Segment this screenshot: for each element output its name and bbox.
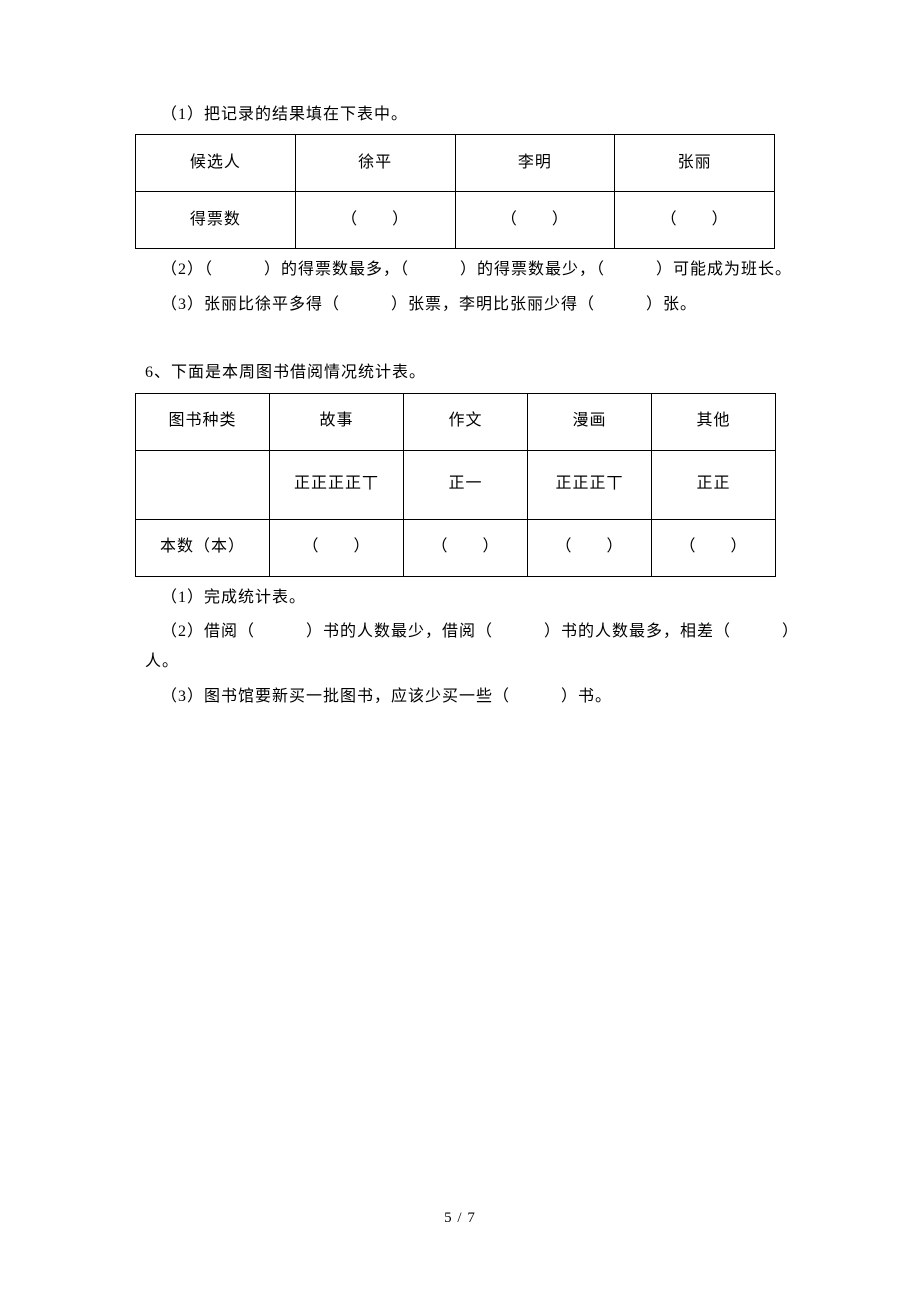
table-row: 正正正正丅 正一 正正正丅 正正 xyxy=(136,450,776,519)
q6-sub3: （3）图书馆要新买一批图书，应该少买一些（ ）书。 xyxy=(145,682,800,712)
q6-th-2: 作文 xyxy=(404,393,528,450)
q6-row-label: 本数（本） xyxy=(136,519,270,576)
page-number: 5 / 7 xyxy=(0,1204,920,1233)
q6-cell-1: （ ） xyxy=(404,519,528,576)
q6-title: 6、下面是本周图书借阅情况统计表。 xyxy=(145,358,800,388)
table-row: 候选人 徐平 李明 张丽 xyxy=(136,135,775,192)
q6-th-0: 图书种类 xyxy=(136,393,270,450)
q6-tally-2: 正正正丅 xyxy=(528,450,652,519)
table-row: 本数（本） （ ） （ ） （ ） （ ） xyxy=(136,519,776,576)
q5-table: 候选人 徐平 李明 张丽 得票数 （ ） （ ） （ ） xyxy=(135,134,775,249)
q6-cell-0: （ ） xyxy=(270,519,404,576)
q6-tally-label xyxy=(136,450,270,519)
q5-cell-1: （ ） xyxy=(455,192,615,249)
q6-th-1: 故事 xyxy=(270,393,404,450)
table-row: 得票数 （ ） （ ） （ ） xyxy=(136,192,775,249)
q5-sub1: （1）把记录的结果填在下表中。 xyxy=(145,100,800,130)
q5-th-2: 李明 xyxy=(455,135,615,192)
q5-th-1: 徐平 xyxy=(295,135,455,192)
q6-cell-2: （ ） xyxy=(528,519,652,576)
q5-row-label: 得票数 xyxy=(136,192,296,249)
q6-tally-0: 正正正正丅 xyxy=(270,450,404,519)
q5-th-3: 张丽 xyxy=(615,135,775,192)
q6-tally-3: 正正 xyxy=(652,450,776,519)
q6-table: 图书种类 故事 作文 漫画 其他 正正正正丅 正一 正正正丅 正正 本数（本） … xyxy=(135,393,776,577)
q6-tally-1: 正一 xyxy=(404,450,528,519)
table-row: 图书种类 故事 作文 漫画 其他 xyxy=(136,393,776,450)
q5-cell-0: （ ） xyxy=(295,192,455,249)
q5-sub3: （3）张丽比徐平多得（ ）张票，李明比张丽少得（ ）张。 xyxy=(145,290,800,320)
q5-cell-2: （ ） xyxy=(615,192,775,249)
q5-th-0: 候选人 xyxy=(136,135,296,192)
q5-sub2: （2）（ ）的得票数最多，（ ）的得票数最少，（ ）可能成为班长。 xyxy=(145,255,800,285)
q6-sub2: （2）借阅（ ）书的人数最少，借阅（ ）书的人数最多，相差（ ）人。 xyxy=(145,617,800,678)
q6-cell-3: （ ） xyxy=(652,519,776,576)
q6-th-4: 其他 xyxy=(652,393,776,450)
q6-th-3: 漫画 xyxy=(528,393,652,450)
q6-sub1: （1）完成统计表。 xyxy=(145,583,800,613)
